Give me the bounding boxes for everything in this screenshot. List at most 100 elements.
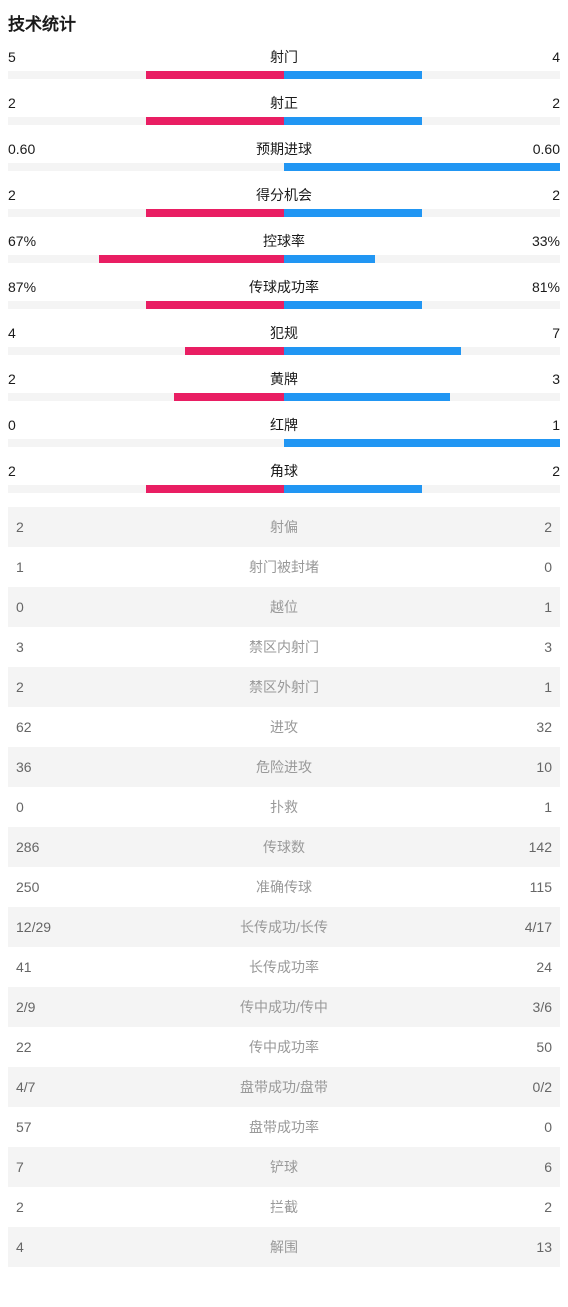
bar-track <box>8 209 560 217</box>
table-label: 进攻 <box>76 717 492 737</box>
stat-left-value: 0.60 <box>8 141 53 157</box>
bar-right-half <box>284 347 560 355</box>
table-right-value: 2 <box>492 519 552 535</box>
table-label: 越位 <box>76 597 492 617</box>
table-stats-section: 2 射偏 2 1 射门被封堵 0 0 越位 1 3 禁区内射门 3 2 禁区外射… <box>8 507 560 1267</box>
table-row: 250 准确传球 115 <box>8 867 560 907</box>
table-row: 3 禁区内射门 3 <box>8 627 560 667</box>
table-row: 2 拦截 2 <box>8 1187 560 1227</box>
table-row: 2 禁区外射门 1 <box>8 667 560 707</box>
stat-left-value: 2 <box>8 187 53 203</box>
bar-left-fill <box>146 301 284 309</box>
table-left-value: 2 <box>16 1199 76 1215</box>
bar-stat-row: 2 黄牌 3 <box>8 369 560 401</box>
page-title: 技术统计 <box>8 10 560 35</box>
stat-left-value: 2 <box>8 463 53 479</box>
bar-right-half <box>284 301 560 309</box>
table-label: 射偏 <box>76 517 492 537</box>
table-label: 扑救 <box>76 797 492 817</box>
table-row: 4/7 盘带成功/盘带 0/2 <box>8 1067 560 1107</box>
stat-label: 黄牌 <box>53 369 515 389</box>
table-label: 拦截 <box>76 1197 492 1217</box>
bar-right-half <box>284 439 560 447</box>
table-left-value: 4/7 <box>16 1079 76 1095</box>
bar-left-half <box>8 301 284 309</box>
table-right-value: 10 <box>492 759 552 775</box>
table-left-value: 2 <box>16 519 76 535</box>
table-left-value: 7 <box>16 1159 76 1175</box>
bar-track <box>8 163 560 171</box>
bar-left-half <box>8 209 284 217</box>
table-row: 0 扑救 1 <box>8 787 560 827</box>
stat-left-value: 67% <box>8 233 53 249</box>
bar-left-fill <box>146 117 284 125</box>
table-left-value: 0 <box>16 599 76 615</box>
table-label: 危险进攻 <box>76 757 492 777</box>
bar-left-half <box>8 393 284 401</box>
table-right-value: 32 <box>492 719 552 735</box>
bar-left-half <box>8 117 284 125</box>
table-label: 禁区内射门 <box>76 637 492 657</box>
stat-left-value: 87% <box>8 279 53 295</box>
bar-right-fill <box>284 255 375 263</box>
table-left-value: 4 <box>16 1239 76 1255</box>
bar-track <box>8 301 560 309</box>
bar-stat-row: 2 射正 2 <box>8 93 560 125</box>
table-right-value: 13 <box>492 1239 552 1255</box>
table-left-value: 41 <box>16 959 76 975</box>
stat-right-value: 1 <box>515 417 560 433</box>
stat-label: 射正 <box>53 93 515 113</box>
bar-right-fill <box>284 485 422 493</box>
table-label: 禁区外射门 <box>76 677 492 697</box>
bar-right-fill <box>284 209 422 217</box>
bar-left-fill <box>185 347 284 355</box>
table-label: 长传成功/长传 <box>76 917 492 937</box>
table-label: 传球数 <box>76 837 492 857</box>
stat-left-value: 0 <box>8 417 53 433</box>
table-left-value: 2/9 <box>16 999 76 1015</box>
stat-left-value: 5 <box>8 49 53 65</box>
table-right-value: 4/17 <box>492 919 552 935</box>
bar-track <box>8 347 560 355</box>
stat-right-value: 2 <box>515 187 560 203</box>
stat-label: 犯规 <box>53 323 515 343</box>
stat-right-value: 4 <box>515 49 560 65</box>
bar-right-half <box>284 163 560 171</box>
table-right-value: 3/6 <box>492 999 552 1015</box>
table-left-value: 22 <box>16 1039 76 1055</box>
table-right-value: 50 <box>492 1039 552 1055</box>
bar-left-half <box>8 439 284 447</box>
table-right-value: 1 <box>492 799 552 815</box>
stat-label: 角球 <box>53 461 515 481</box>
table-right-value: 24 <box>492 959 552 975</box>
table-row: 7 铲球 6 <box>8 1147 560 1187</box>
bar-right-half <box>284 209 560 217</box>
stat-right-value: 3 <box>515 371 560 387</box>
table-row: 2 射偏 2 <box>8 507 560 547</box>
bar-left-half <box>8 485 284 493</box>
bar-stat-row: 87% 传球成功率 81% <box>8 277 560 309</box>
table-row: 4 解围 13 <box>8 1227 560 1267</box>
stat-label: 射门 <box>53 47 515 67</box>
table-left-value: 57 <box>16 1119 76 1135</box>
table-right-value: 115 <box>492 879 552 895</box>
stat-right-value: 33% <box>515 233 560 249</box>
table-left-value: 62 <box>16 719 76 735</box>
table-right-value: 3 <box>492 639 552 655</box>
table-left-value: 2 <box>16 679 76 695</box>
table-label: 准确传球 <box>76 877 492 897</box>
table-left-value: 1 <box>16 559 76 575</box>
bar-track <box>8 255 560 263</box>
bar-right-half <box>284 117 560 125</box>
stat-right-value: 7 <box>515 325 560 341</box>
table-row: 22 传中成功率 50 <box>8 1027 560 1067</box>
bar-right-half <box>284 485 560 493</box>
bar-left-fill <box>146 71 284 79</box>
table-label: 盘带成功/盘带 <box>76 1077 492 1097</box>
stat-right-value: 0.60 <box>515 141 560 157</box>
table-right-value: 1 <box>492 599 552 615</box>
table-label: 传中成功率 <box>76 1037 492 1057</box>
bar-stat-row: 0.60 预期进球 0.60 <box>8 139 560 171</box>
stat-label: 红牌 <box>53 415 515 435</box>
table-row: 36 危险进攻 10 <box>8 747 560 787</box>
